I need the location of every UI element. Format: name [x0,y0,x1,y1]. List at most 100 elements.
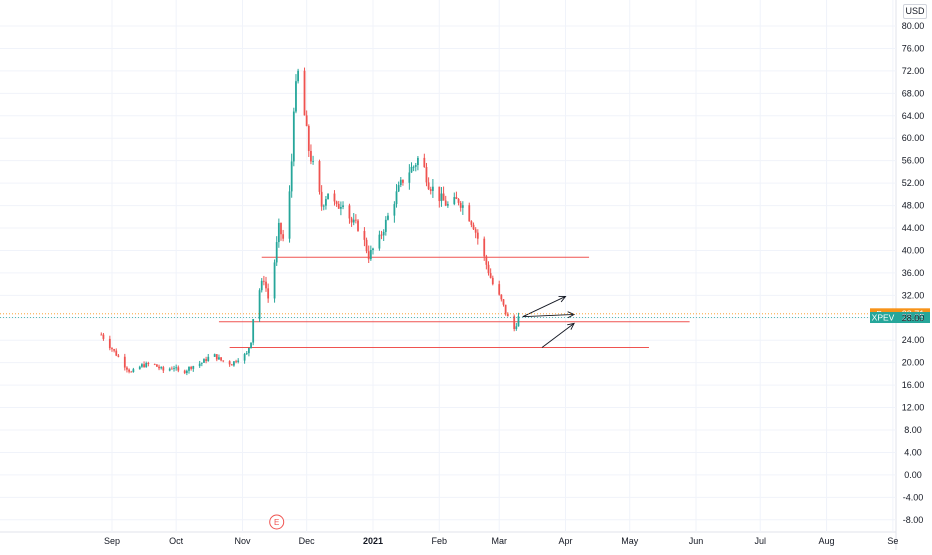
currency-label[interactable]: USD [903,4,927,19]
y-tick-label: 32.00 [902,290,925,300]
candle-body [262,280,265,282]
y-tick-label: -4.00 [903,492,924,502]
candle-body [288,191,291,239]
candle-body [160,367,163,369]
candle-body [108,338,111,349]
candle-body [325,199,327,206]
candle-body [513,316,516,330]
candle-body [275,242,278,263]
candle-body [382,231,385,236]
y-tick-label: 44.00 [902,223,925,233]
candle-body [320,191,323,207]
candle-body [235,361,237,363]
candle-body [145,363,148,368]
event-markers[interactable]: E [269,514,285,530]
candle-body [408,172,411,183]
candle-body [153,363,156,365]
candle-body [247,347,250,354]
candle-body [205,359,208,361]
candle-body [348,205,351,219]
candle-body [282,234,285,239]
candle-body [427,182,430,190]
trend-arrows[interactable] [522,295,576,348]
candle-body [354,219,357,221]
candle-body [395,191,398,205]
grid [0,0,897,550]
candle-body [173,368,175,370]
candle-body [459,202,462,208]
candle-body [412,166,415,168]
candle-body [307,126,310,151]
candle-body [455,197,458,199]
candle-body [243,354,246,361]
y-tick-label: 72.00 [902,66,925,76]
y-tick-label: 20.00 [902,358,925,368]
candle-body [442,193,445,201]
candle-body [138,366,141,370]
x-tick-label: Jun [689,536,704,546]
candle-body [156,364,158,367]
candle-body [123,356,126,368]
candle-body [414,165,417,167]
candle-body [487,264,490,274]
candle-body [280,222,282,235]
candle-body [185,370,188,374]
candle-body [237,360,240,362]
candle-body [474,229,477,233]
time-axis[interactable]: Sep Oct Nov Dec 2021 Feb Mar Apr May Jun Jul Aug Se [104,536,898,546]
candle-body [175,367,178,369]
candle-body [245,353,248,355]
candle-body [429,189,432,191]
candle-body [327,193,329,200]
candle-body [143,364,145,368]
y-tick-label: 68.00 [902,88,925,98]
candle-body [100,334,103,336]
candle-body [230,364,233,366]
y-tick-label: 0.00 [904,470,922,480]
price-lines: Pre28.71XPEV28.05 [0,308,930,324]
support-resistance-lines[interactable] [218,256,690,349]
price-tag-bg [870,312,896,324]
candle-body [303,70,306,116]
y-tick-label: 24.00 [902,335,925,345]
candle-body [233,361,235,366]
candle-body [504,304,507,314]
trend-arrowhead-1 [558,295,567,303]
candle-body [218,357,220,360]
candle-body [489,273,492,278]
y-tick-label: 64.00 [902,111,925,121]
candle-body [410,166,413,173]
candle-body [457,198,460,203]
y-tick-label: 56.00 [902,156,925,166]
earnings-marker-circle[interactable] [269,514,285,530]
y-tick-label: -8.00 [903,515,924,525]
candle-body [292,111,295,162]
y-tick-label: 76.00 [902,43,925,53]
candle-body [260,280,263,291]
candle-body [515,326,518,330]
candle-body [117,355,120,357]
x-tick-label: 2021 [363,536,383,546]
candle-body [273,262,276,299]
candle-body [102,334,105,339]
candle-body [335,201,338,204]
trend-arrowhead-2 [567,311,576,319]
candle-body [192,366,195,369]
candle-body [250,342,252,348]
y-tick-label: 40.00 [902,245,925,255]
candle-body [363,230,366,240]
price-axis[interactable]: -8.00 -4.00 0.00 4.00 8.00 12.00 16.00 20.00 24.… [902,21,925,525]
candle-body [333,193,336,202]
y-tick-label: 48.00 [902,201,925,211]
candle-body [305,115,308,127]
trend-arrow-1 [522,296,566,318]
x-tick-label: Apr [559,536,573,546]
candle-body [162,367,165,371]
candle-body [498,284,501,295]
candle-body [380,234,383,236]
candle-body [337,203,340,209]
x-tick-label: Feb [432,536,448,546]
candle-body [141,364,143,367]
